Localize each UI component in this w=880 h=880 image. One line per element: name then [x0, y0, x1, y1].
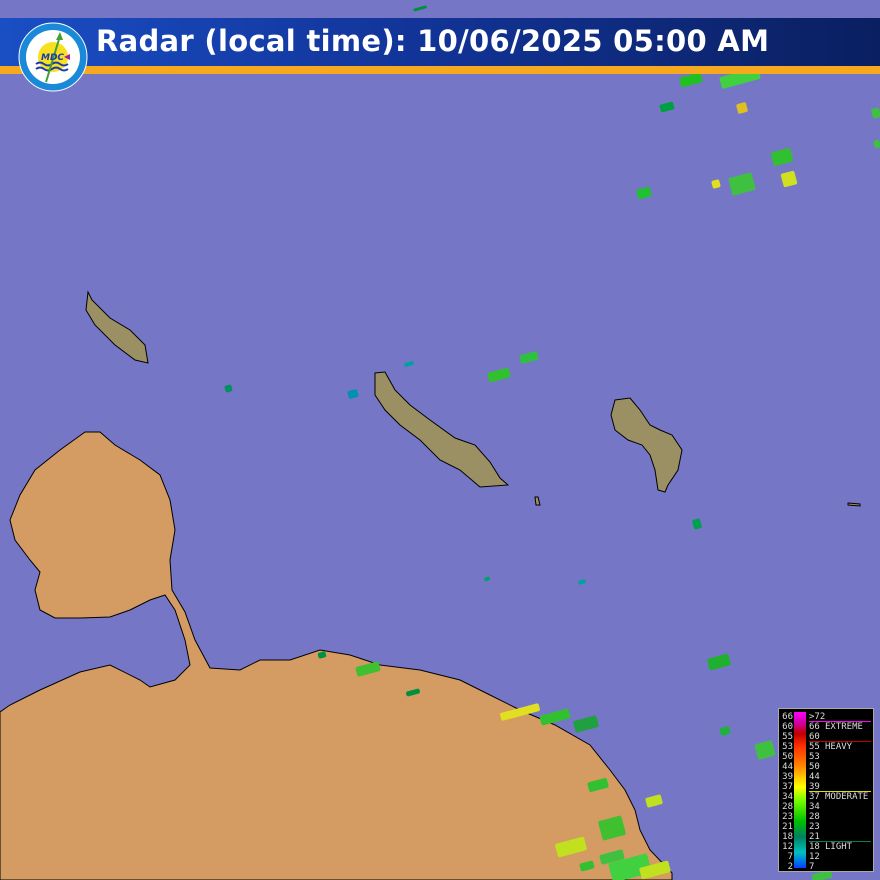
- legend-right-value: >72: [809, 712, 826, 722]
- page-title: Radar (local time): 10/06/2025 05:00 AM: [96, 24, 770, 58]
- radar-echo: [573, 715, 599, 733]
- legend-left-value: 7: [787, 852, 793, 862]
- radar-echo: [719, 726, 731, 736]
- radar-echo: [500, 703, 540, 721]
- legend-left-value: 23: [782, 812, 793, 822]
- radar-echo: [599, 849, 625, 865]
- legend-threshold-line: [809, 741, 871, 742]
- radar-echo: [347, 389, 359, 399]
- legend-right-value: 21: [809, 832, 820, 842]
- legend-left-value: 39: [782, 772, 793, 782]
- legend-left-value: 2: [787, 862, 793, 872]
- legend-right-value: 50: [809, 762, 820, 772]
- legend-left-value: 53: [782, 742, 793, 752]
- legend-category: HEAVY: [825, 742, 853, 752]
- legend-left-value: 55: [782, 732, 793, 742]
- legend-right-value: 34: [809, 802, 820, 812]
- legend-threshold-line: [809, 721, 871, 722]
- legend-left-value: 28: [782, 802, 793, 812]
- reflectivity-legend: 66 >72 60 66 55 60 53 55 50 53 44 50 39 44 37 39 34 37 28 3…: [778, 708, 874, 872]
- legend-left-value: 12: [782, 842, 793, 852]
- radar-echo: [728, 172, 756, 196]
- radar-echo: [636, 186, 652, 200]
- radar-echo: [519, 351, 539, 364]
- radar-echo: [587, 778, 609, 792]
- radar-echo: [711, 179, 721, 189]
- legend-category: MODERATE: [825, 792, 869, 802]
- island-bonaire: [610, 397, 683, 493]
- radar-echo: [780, 170, 798, 188]
- radar-echo: [754, 740, 776, 760]
- mdc-logo: MDC: [18, 22, 88, 92]
- legend-right-value: 44: [809, 772, 820, 782]
- svg-text:MDC: MDC: [41, 53, 64, 63]
- radar-echo: [608, 853, 652, 880]
- legend-category: EXTREME: [825, 722, 863, 732]
- legend-right-value: 60: [809, 732, 820, 742]
- island-curacao: [374, 371, 510, 488]
- radar-echo: [736, 102, 748, 114]
- radar-echo: [578, 579, 586, 585]
- radar-echo: [645, 794, 663, 808]
- legend-right-value: 12: [809, 852, 820, 862]
- radar-echo: [679, 72, 703, 88]
- radar-echo: [811, 869, 833, 880]
- radar-echo: [484, 576, 490, 582]
- header-bar: [0, 18, 880, 66]
- legend-left-value: 60: [782, 722, 793, 732]
- radar-echo: [406, 688, 420, 697]
- legend-left-value: 37: [782, 782, 793, 792]
- legend-left-value: 18: [782, 832, 793, 842]
- legend-left-value: 50: [782, 752, 793, 762]
- radar-echo: [579, 860, 595, 872]
- radar-echo: [224, 384, 233, 393]
- radar-echo: [555, 836, 587, 858]
- legend-threshold-line: [809, 841, 871, 842]
- legend-left-value: 44: [782, 762, 793, 772]
- mainland-venezuela: [0, 431, 673, 880]
- header-stripe: [0, 66, 880, 74]
- legend-right-value: 18: [809, 842, 820, 852]
- radar-echo: [539, 708, 571, 726]
- radar-echo: [598, 815, 626, 841]
- radar-echo: [317, 651, 327, 659]
- island-small-east: [847, 502, 861, 507]
- radar-echo: [355, 661, 381, 677]
- radar-echo: [707, 653, 731, 671]
- radar-echo: [487, 367, 511, 383]
- legend-right-value: 7: [809, 862, 815, 872]
- legend-right-value: 55: [809, 742, 820, 752]
- legend-right-value: 23: [809, 822, 820, 832]
- radar-echo: [871, 107, 880, 119]
- island-klein-curacao: [534, 496, 541, 506]
- legend-left-value: 21: [782, 822, 793, 832]
- legend-right-value: 39: [809, 782, 820, 792]
- legend-category: LIGHT: [825, 842, 853, 852]
- island-aruba: [85, 290, 149, 364]
- radar-echo: [770, 148, 794, 166]
- radar-echo: [413, 5, 427, 12]
- color-scale-bar: [794, 712, 806, 868]
- legend-right-value: 28: [809, 812, 820, 822]
- radar-echo: [692, 518, 702, 530]
- radar-echo: [659, 101, 675, 113]
- legend-left-value: 34: [782, 792, 793, 802]
- legend-threshold-line: [809, 791, 871, 792]
- legend-right-value: 66: [809, 722, 820, 732]
- radar-echo: [639, 860, 671, 880]
- legend-right-value: 37: [809, 792, 820, 802]
- radar-echo: [404, 361, 414, 367]
- radar-echo: [873, 139, 880, 149]
- legend-left-value: 66: [782, 712, 793, 722]
- legend-right-value: 53: [809, 752, 820, 762]
